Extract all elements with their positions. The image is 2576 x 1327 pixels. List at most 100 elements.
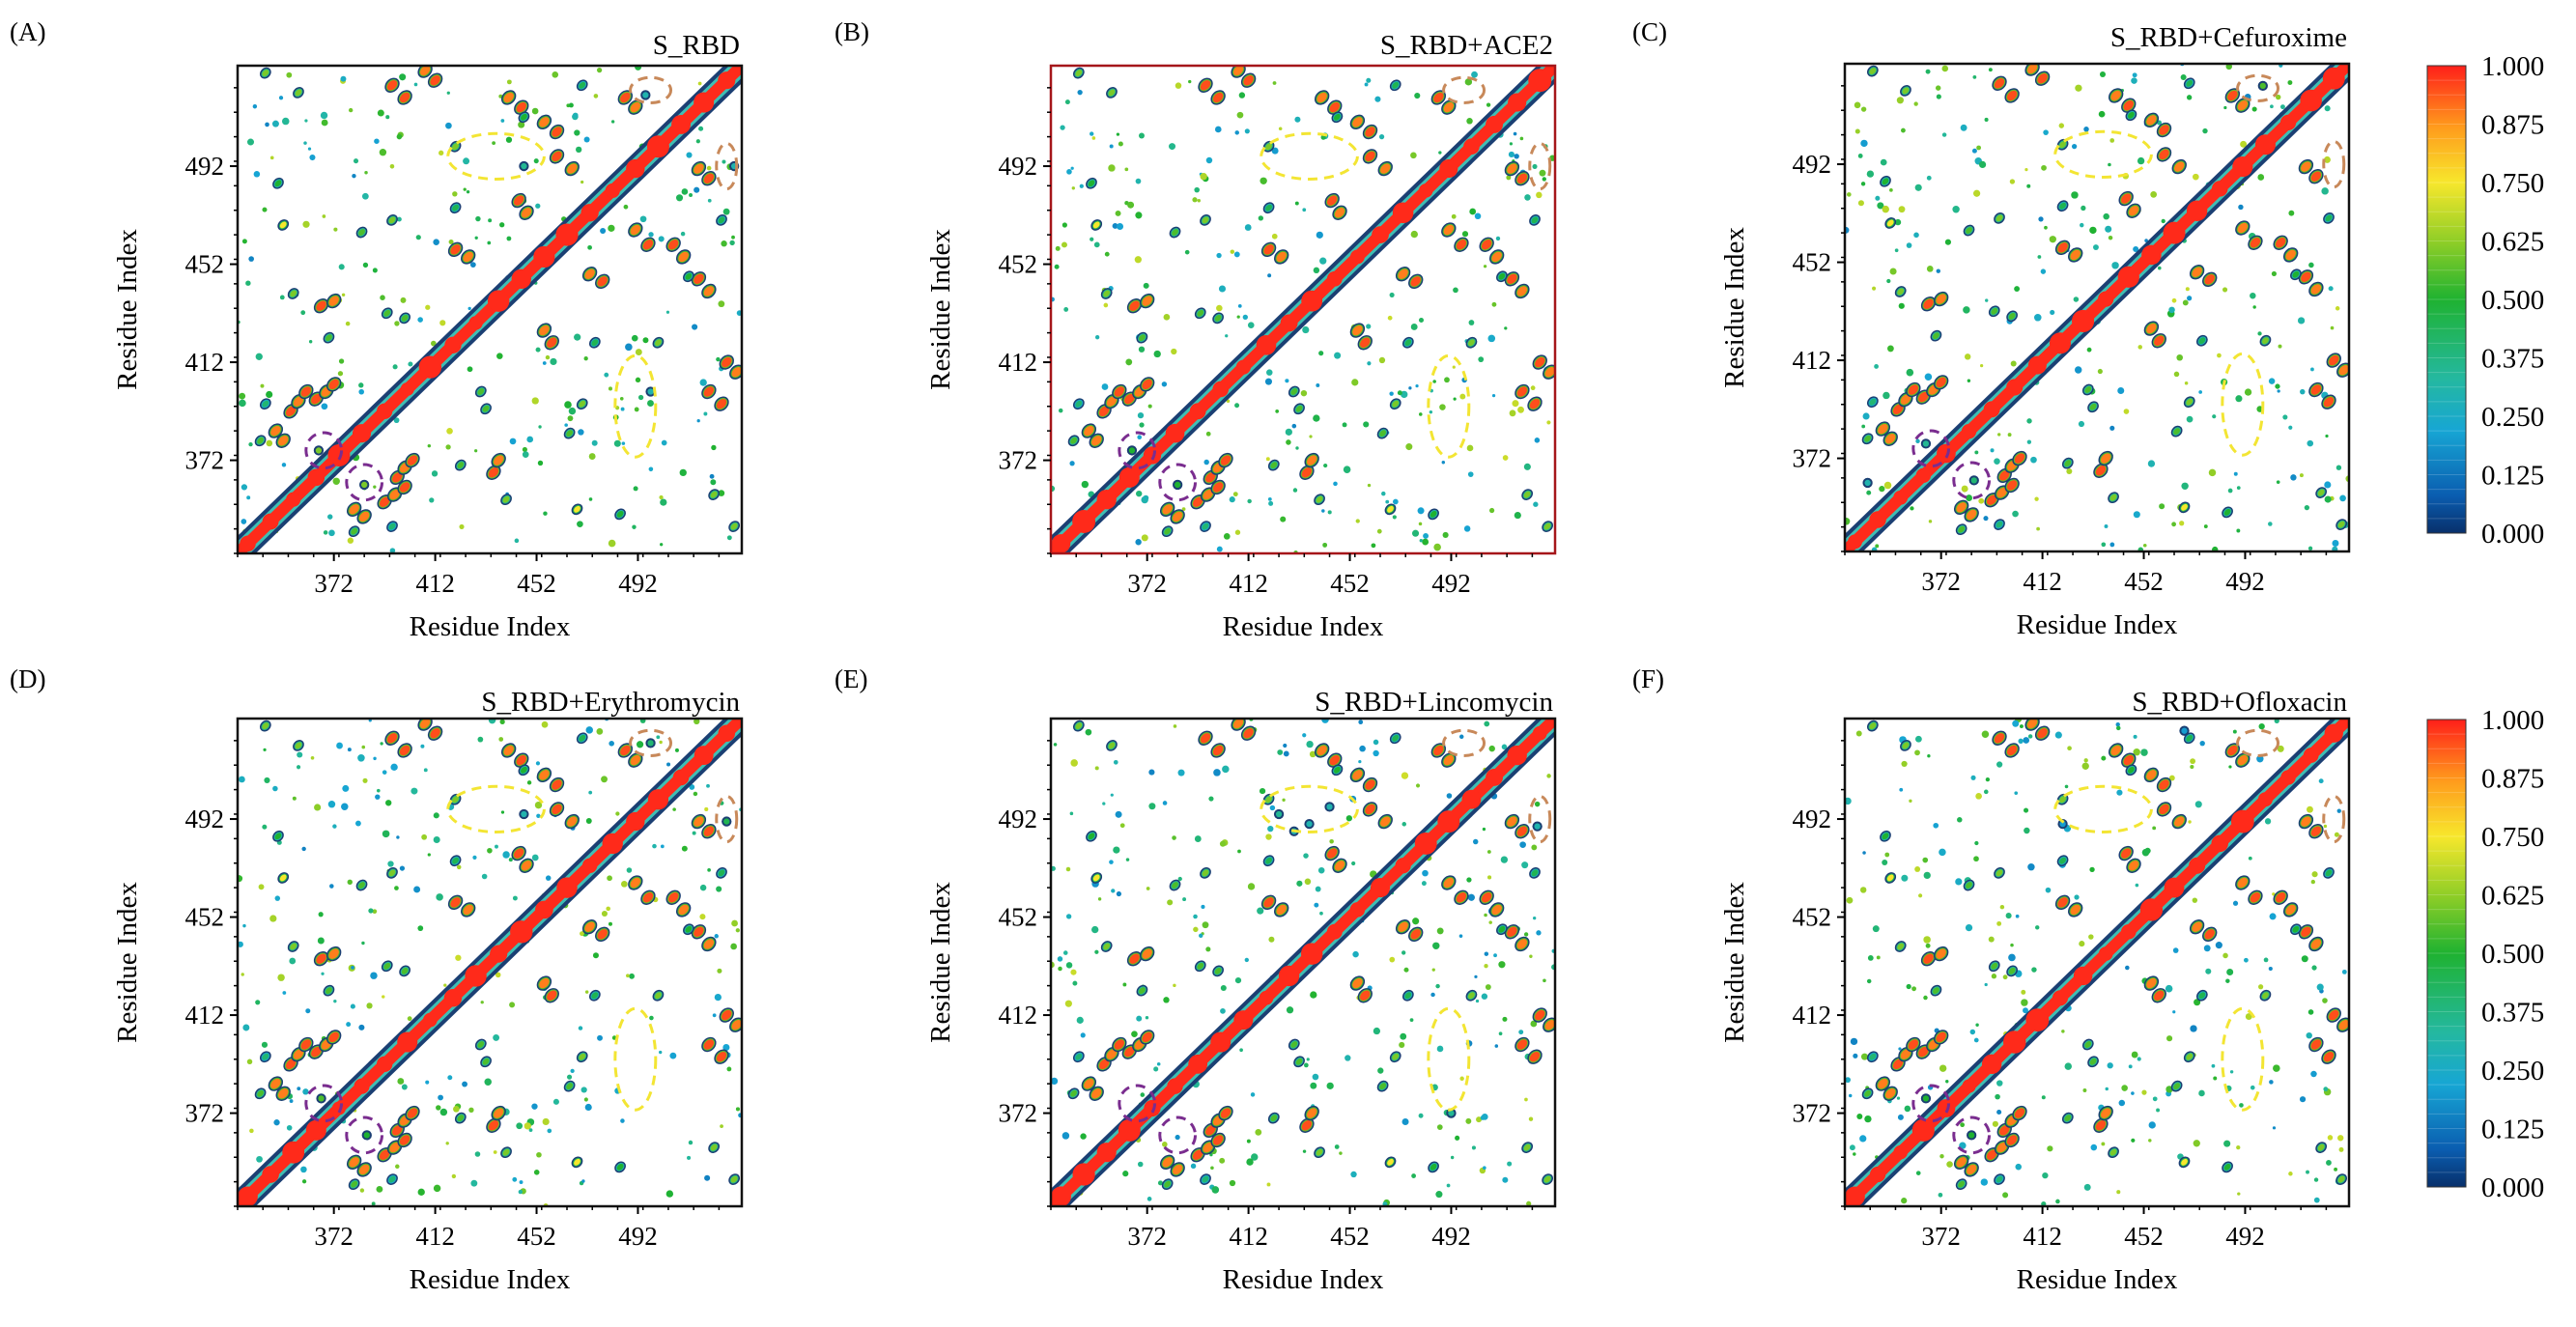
diagonal-bump xyxy=(1189,403,1206,420)
contact-speckle xyxy=(2199,740,2205,747)
contact-speckle xyxy=(2225,978,2230,983)
contact-point xyxy=(1142,948,1152,959)
contact-speckle xyxy=(2336,808,2341,813)
contact-speckle xyxy=(1177,769,1185,776)
contact-speckle xyxy=(2099,71,2106,78)
contact-speckle xyxy=(1458,934,1463,938)
contact-speckle xyxy=(2190,1025,2197,1032)
contact-speckle xyxy=(1967,379,1971,382)
contact-point xyxy=(1516,826,1528,836)
contact-speckle xyxy=(396,133,403,140)
contact-speckle xyxy=(2152,826,2157,831)
contact-speckle xyxy=(1359,745,1366,752)
contact-speckle xyxy=(1247,322,1255,329)
contact-speckle xyxy=(2135,883,2139,888)
contact-speckle xyxy=(1915,1171,1921,1175)
contact-speckle xyxy=(1145,1016,1149,1020)
contact-speckle xyxy=(1309,435,1313,438)
contact-point xyxy=(1991,962,1998,970)
contact-speckle xyxy=(509,438,517,445)
contact-speckle xyxy=(1141,534,1148,542)
contact-speckle xyxy=(484,1078,492,1086)
contact-speckle xyxy=(1455,1135,1460,1141)
contact-speckle xyxy=(2078,420,2085,428)
contact-speckle xyxy=(697,81,702,86)
contact-speckle xyxy=(567,415,574,422)
diagonal-bump xyxy=(1096,489,1117,510)
diagonal-bump xyxy=(1143,446,1162,465)
contact-speckle xyxy=(1853,1152,1856,1156)
contact-speckle xyxy=(2232,900,2239,906)
contact-speckle xyxy=(2064,1062,2072,1070)
contact-speckle xyxy=(531,854,539,861)
contact-point xyxy=(2275,892,2286,903)
plot-frame xyxy=(1049,717,1557,1208)
contact-speckle xyxy=(717,968,722,974)
diagonal-bump xyxy=(327,443,351,467)
y-tick-label: 452 xyxy=(1793,248,1832,277)
contact-point xyxy=(513,848,524,859)
contact-speckle xyxy=(2166,1035,2173,1042)
contact-point xyxy=(2325,214,2333,222)
contact-speckle xyxy=(1077,90,1083,96)
contact-speckle xyxy=(1471,71,1478,78)
contact-speckle xyxy=(601,776,608,783)
contact-speckle xyxy=(722,1043,730,1052)
contact-speckle xyxy=(1882,391,1890,400)
contact-speckle xyxy=(509,1002,516,1008)
contact-point xyxy=(2059,796,2066,804)
contact-point xyxy=(328,296,339,306)
contact-speckle xyxy=(2307,805,2313,813)
contact-speckle xyxy=(2064,784,2069,789)
contact-speckle xyxy=(674,748,679,752)
contact-speckle xyxy=(2277,745,2284,752)
contact-point xyxy=(2174,161,2185,172)
contact-speckle xyxy=(1169,143,1176,151)
contact-speckle xyxy=(621,441,626,445)
contact-speckle xyxy=(550,357,557,366)
contact-speckle xyxy=(361,941,365,946)
contact-speckle xyxy=(1319,911,1323,916)
contact-speckle xyxy=(2268,966,2273,972)
contact-point xyxy=(2181,1158,2188,1166)
contact-point xyxy=(2227,90,2238,101)
contact-point xyxy=(2084,386,2092,393)
contact-speckle xyxy=(519,1180,524,1184)
contact-speckle xyxy=(2133,748,2140,756)
diagonal-bump xyxy=(1869,511,1886,528)
contact-speckle xyxy=(1882,205,1889,213)
region-ellipse-yellow xyxy=(2053,129,2153,180)
contact-speckle xyxy=(1316,383,1320,387)
contact-speckle xyxy=(2121,1085,2128,1091)
panel-label: (F) xyxy=(1632,664,1664,693)
contact-point xyxy=(1433,745,1444,756)
contact-speckle xyxy=(1459,1076,1464,1082)
contact-speckle xyxy=(1972,74,1977,79)
contact-speckle xyxy=(2040,268,2047,274)
region-ellipse-purple xyxy=(1158,1115,1198,1155)
contact-speckle xyxy=(512,1176,518,1182)
contact-speckle xyxy=(2276,480,2280,485)
contact-speckle xyxy=(535,761,541,766)
contact-speckle xyxy=(436,893,443,901)
contact-speckle xyxy=(699,884,707,891)
contact-speckle xyxy=(352,173,356,179)
contact-point xyxy=(1326,804,1333,810)
contact-point xyxy=(1996,214,2003,222)
contact-speckle xyxy=(1366,324,1372,329)
contact-speckle xyxy=(1864,1115,1872,1123)
contact-speckle xyxy=(1135,178,1142,184)
contact-speckle xyxy=(2014,286,2021,293)
contact-speckle xyxy=(2023,807,2029,813)
contact-speckle xyxy=(1244,128,1250,134)
contact-speckle xyxy=(707,198,712,203)
contact-speckle xyxy=(2140,748,2148,756)
contact-speckle xyxy=(1969,1029,1976,1035)
contact-speckle xyxy=(258,884,265,890)
contact-speckle xyxy=(637,394,644,401)
contact-point xyxy=(262,1053,269,1060)
contact-speckle xyxy=(1467,471,1474,477)
diagonal-bump xyxy=(646,135,669,158)
contact-speckle xyxy=(2075,84,2082,92)
contact-point xyxy=(270,425,281,437)
